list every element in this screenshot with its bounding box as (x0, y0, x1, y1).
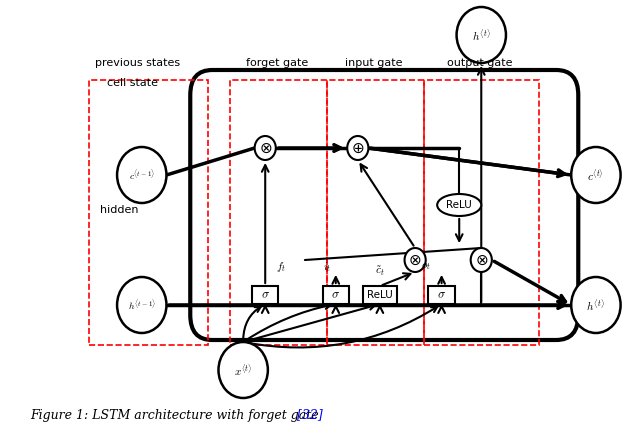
Bar (230, 80, 327, 345)
Circle shape (255, 136, 276, 160)
Text: $o_t$: $o_t$ (421, 262, 431, 272)
FancyBboxPatch shape (323, 286, 349, 304)
Circle shape (572, 147, 621, 203)
Text: Figure 1: LSTM architecture with forget gate: Figure 1: LSTM architecture with forget … (30, 408, 323, 421)
Text: $x^{\langle t\rangle}$: $x^{\langle t\rangle}$ (234, 362, 252, 378)
Text: $\otimes$: $\otimes$ (408, 252, 422, 268)
Text: $\otimes$: $\otimes$ (475, 252, 488, 268)
Text: $f_t$: $f_t$ (276, 260, 286, 274)
Text: input gate: input gate (345, 58, 403, 68)
Text: $\otimes$: $\otimes$ (259, 140, 272, 155)
Circle shape (572, 277, 621, 333)
Bar (424, 80, 539, 345)
FancyBboxPatch shape (252, 286, 278, 304)
Text: $i_t$: $i_t$ (323, 260, 332, 274)
Text: previous states: previous states (95, 58, 180, 68)
Circle shape (456, 7, 506, 63)
Bar (327, 80, 424, 345)
Circle shape (404, 248, 426, 272)
Text: $\oplus$: $\oplus$ (351, 140, 365, 155)
Text: $c^{\langle t\rangle}$: $c^{\langle t\rangle}$ (588, 167, 604, 184)
Text: $h^{\langle t-1\rangle}$: $h^{\langle t-1\rangle}$ (128, 297, 156, 313)
Circle shape (117, 147, 166, 203)
Text: $\sigma$: $\sigma$ (260, 288, 270, 301)
Text: $h^{\langle t\rangle}$: $h^{\langle t\rangle}$ (472, 26, 491, 43)
Text: $h^{\langle t\rangle}$: $h^{\langle t\rangle}$ (586, 297, 605, 313)
Text: $\sigma$: $\sigma$ (332, 288, 340, 301)
Text: $\tilde{c}_t$: $\tilde{c}_t$ (375, 264, 385, 278)
Text: ReLU: ReLU (446, 200, 472, 210)
Text: $\sigma$: $\sigma$ (437, 288, 446, 301)
FancyBboxPatch shape (428, 286, 455, 304)
FancyBboxPatch shape (363, 286, 397, 304)
Ellipse shape (437, 194, 481, 216)
FancyBboxPatch shape (190, 70, 579, 340)
Circle shape (470, 248, 492, 272)
Bar (89, 80, 208, 345)
Text: forget gate: forget gate (246, 58, 308, 68)
Circle shape (218, 342, 268, 398)
Circle shape (348, 136, 369, 160)
Text: [32]: [32] (52, 408, 323, 421)
Text: hidden: hidden (100, 205, 139, 215)
Circle shape (117, 277, 166, 333)
Text: cell state: cell state (108, 78, 159, 88)
Text: ReLU: ReLU (367, 290, 393, 300)
Text: output gate: output gate (447, 58, 512, 68)
Text: $c^{\langle t-1\rangle}$: $c^{\langle t-1\rangle}$ (129, 168, 155, 182)
